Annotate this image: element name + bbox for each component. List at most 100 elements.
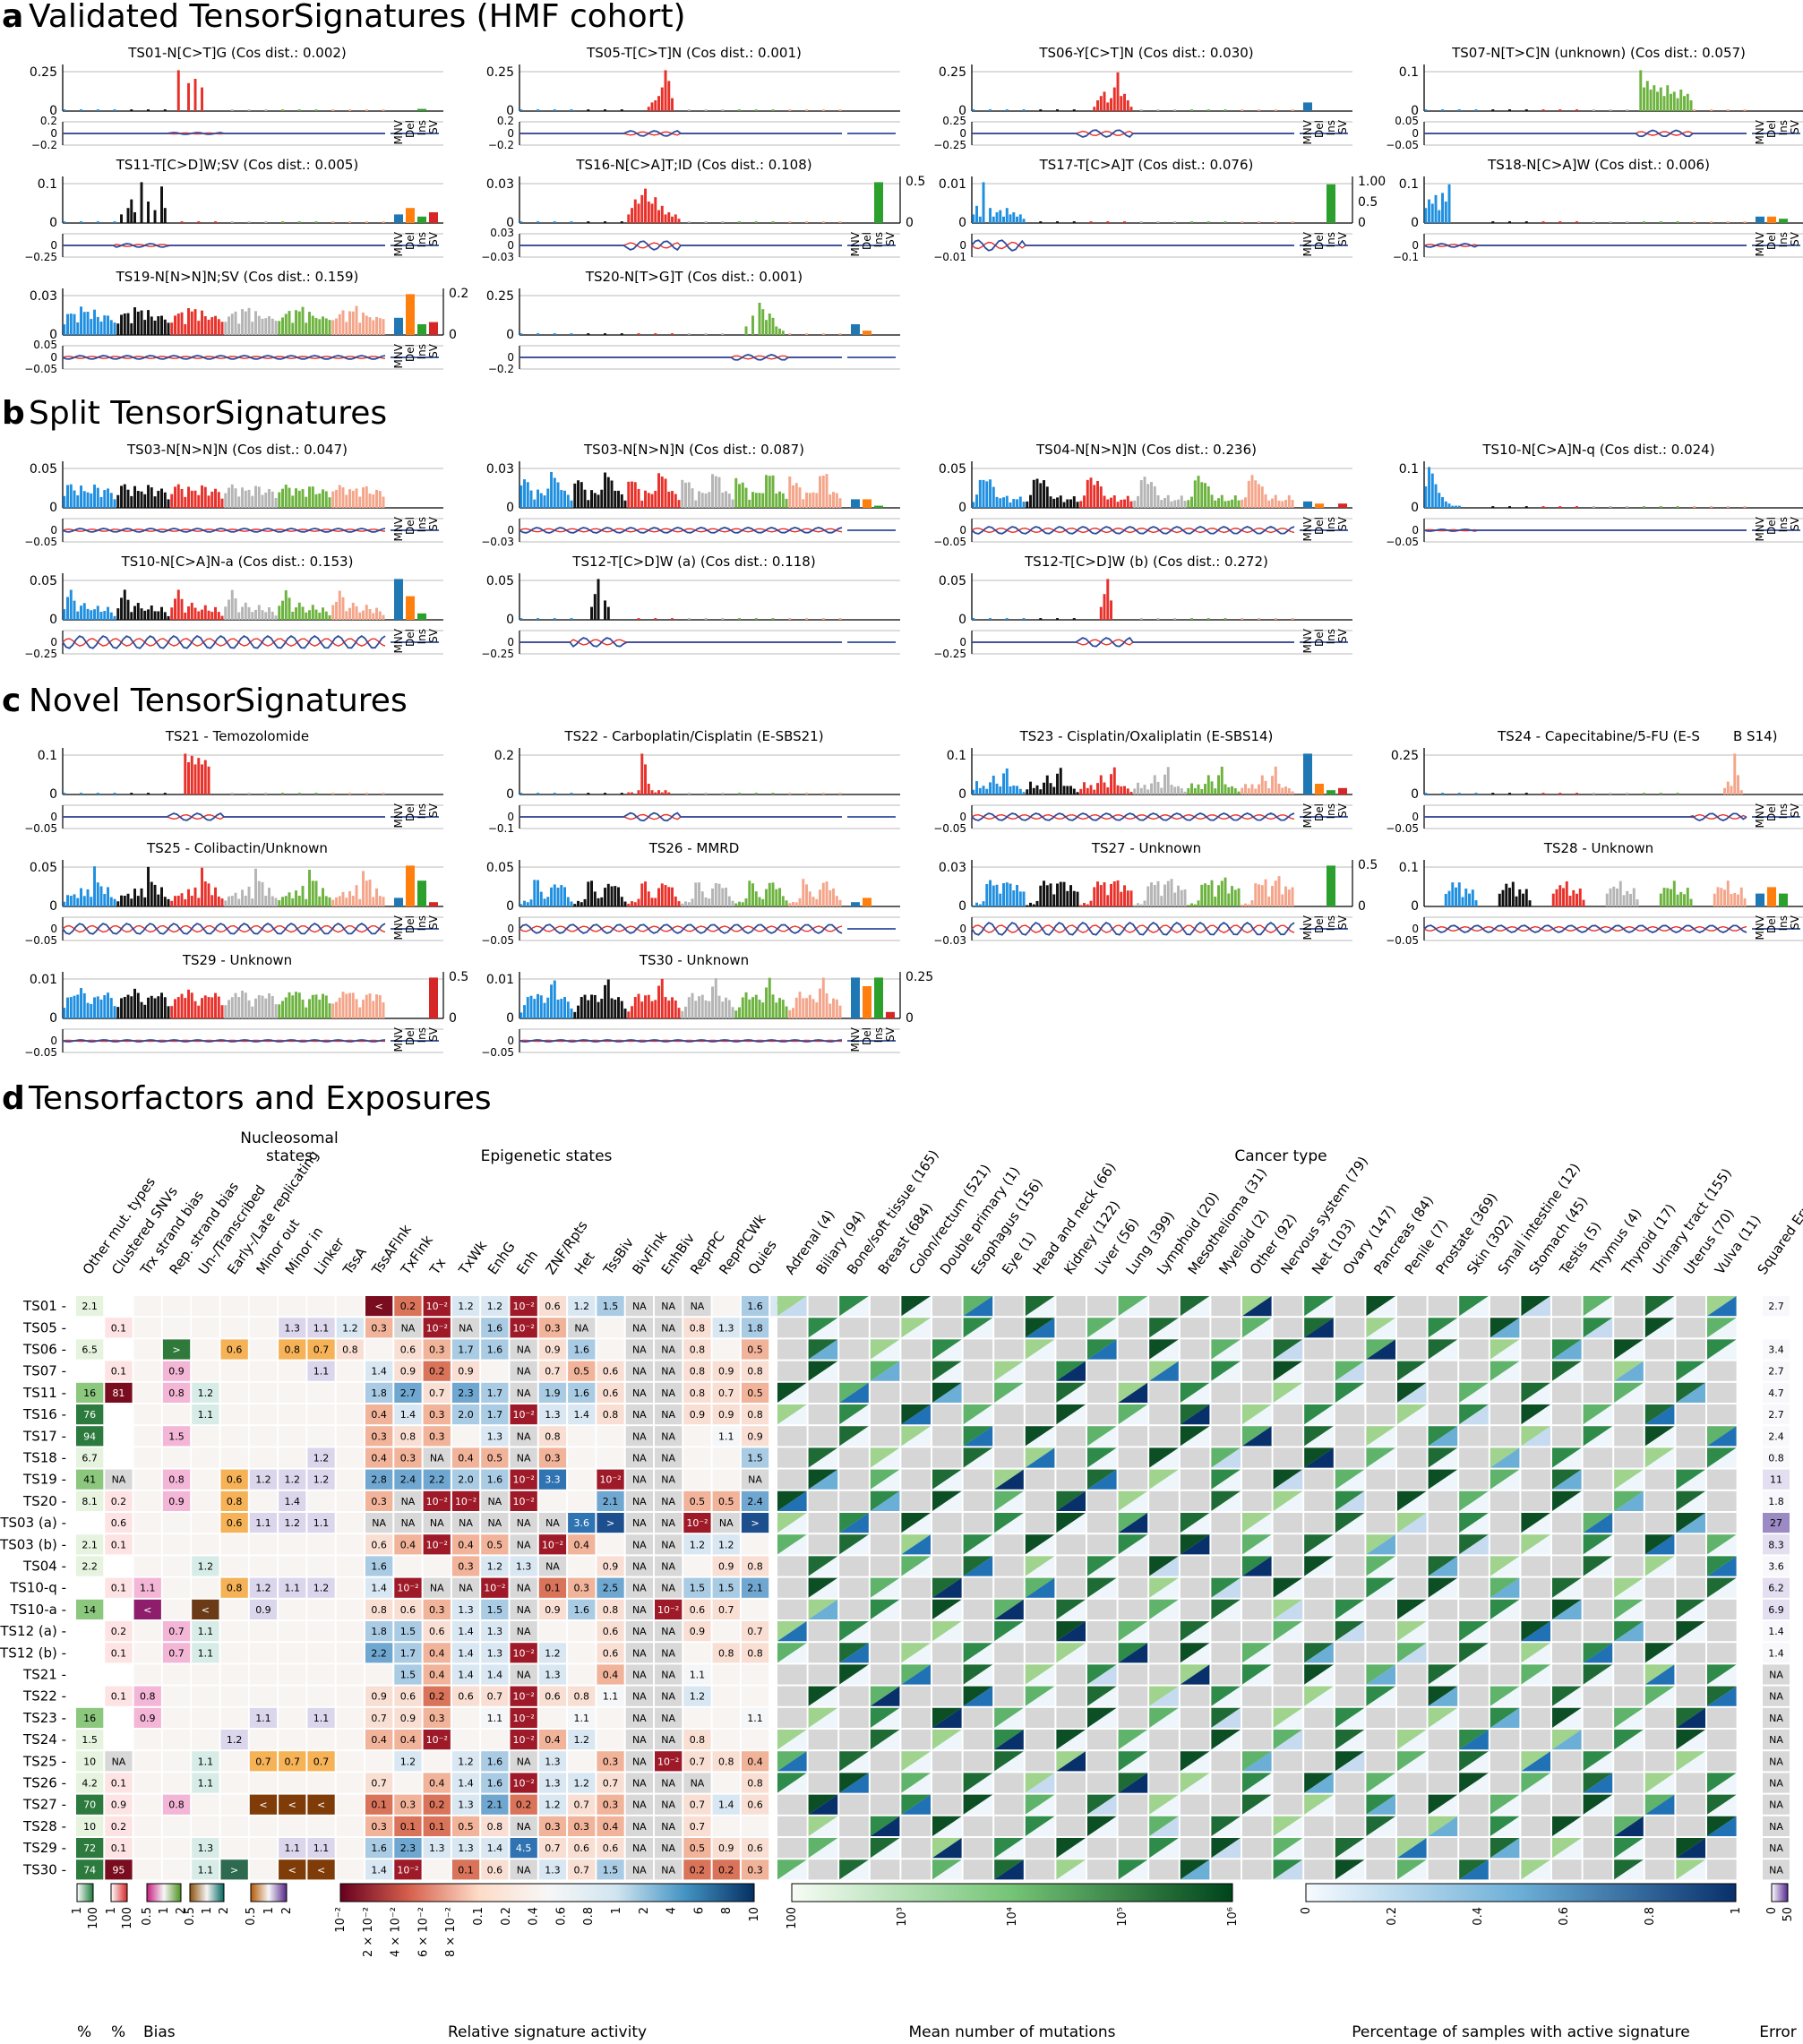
mean-mutations-triangle [1490,1339,1520,1360]
exposure-cell-value: 1.2 [400,1756,416,1767]
exposure-cell [105,1513,133,1533]
snv-bar [1214,788,1217,794]
side-label: SV [884,1026,897,1042]
cancer-cell [1459,1447,1489,1468]
exposure-cell [597,1339,624,1360]
snv-bar [257,486,261,508]
exposure-cell [220,1599,248,1619]
cancer-cell [1273,1556,1303,1576]
exposure-cell [538,1534,567,1555]
cancer-cell [963,1599,993,1619]
snv-bar [758,897,761,906]
mean-mutations-triangle [1676,1599,1705,1619]
snv-bar [523,900,526,906]
section-d-title: Tensorfactors and Exposures [28,1080,492,1117]
snv-bar [103,894,107,906]
snv-bar [1072,890,1076,906]
mean-mutations-triangle [1521,1513,1550,1533]
exposure-cell [162,1469,191,1490]
percentage-samples-triangle [1180,1404,1210,1425]
exposure-cell [451,1469,480,1490]
right-tick-label: 1.00 [1358,175,1386,189]
snv-bar [1197,476,1200,508]
snv-bar [1022,109,1026,111]
cancer-cell [994,1577,1024,1598]
exposure-cell-value: 1.1 [198,1864,214,1876]
y-tick-label: 0.05 [939,462,966,477]
snv-bar [992,775,995,794]
exposure-cell [133,1382,161,1403]
snv-bar [529,490,533,508]
exposure-cell-value: 0.5 [747,1344,763,1356]
exposure-cell-value: NA [661,1583,675,1594]
snv-bar [176,484,180,508]
snv-bar [1451,882,1455,906]
exposure-cell [568,1361,596,1381]
snv-bar [704,793,708,794]
snv-bar [1693,109,1696,111]
side-label: SV [427,915,440,930]
exposure-cell-value: 0.1 [111,1842,127,1854]
bias-tick-label: −0.05 [481,934,514,947]
snv-bar [1428,467,1430,508]
cancer-cell [1397,1426,1427,1447]
exposure-cell-value: NA [632,1734,647,1746]
y-tick-label: 0 [49,501,57,515]
mean-mutations-triangle [1211,1490,1241,1511]
cancer-cell [1521,1469,1550,1490]
exposure-cell [365,1382,393,1403]
snv-bar [664,70,667,111]
exposure-cell [597,1382,624,1403]
exposure-cell-value: 0.7 [545,1842,561,1854]
row-label: TS01 - [22,1298,66,1314]
snv-bar [694,1001,698,1018]
snv-bar [664,478,667,508]
snv-bar [721,109,725,111]
snv-bar [284,313,288,335]
exposure-cell-value: 1.3 [429,1842,445,1854]
signature-panel-4: TS11-T[C>D]W;SV (Cos dist.: 0.005)0.100−… [24,157,443,263]
snv-bar [785,900,788,906]
panel-title: TS24 - Capecitabine/5-FU (E-S [1497,728,1700,744]
other-type-bar [863,499,871,508]
snv-bar [163,897,167,906]
snv-bar [714,882,717,906]
snv-bar [1626,890,1629,906]
exposure-cell [307,1664,335,1685]
cancer-cell [777,1447,807,1468]
exposure-cell-value: NA [632,1691,647,1703]
bias-line [971,526,1295,535]
mean-mutations-triangle [1490,1318,1520,1338]
exposure-cell [510,1296,537,1317]
bias-tick-label: −0.05 [1386,934,1419,947]
snv-bar [241,487,244,508]
exposure-cell-value: 0.4 [603,1821,619,1833]
panel-title: TS29 - Unknown [182,952,292,968]
y-tick-label: 0 [506,328,514,342]
snv-bar [348,221,351,223]
snv-bar [297,992,301,1018]
cancer-cell [1118,1361,1148,1381]
exposure-cell [105,1577,133,1598]
snv-bar [550,471,553,508]
cancer-cell [1211,1859,1241,1880]
panel-title: TS05-T[C>T]N (Cos dist.: 0.001) [586,45,802,61]
snv-bar [90,1003,93,1018]
snv-bar [533,999,537,1018]
snv-bar [610,886,614,906]
snv-bar [738,901,741,906]
exposure-cell [683,1447,711,1468]
exposure-cell [451,1556,480,1576]
exposure-cell [76,1426,104,1447]
exposure-cell [336,1794,364,1815]
exposure-cell [538,1556,567,1576]
snv-bar [96,487,99,508]
mean-mutations-triangle [932,1621,962,1642]
snv-bar [1231,886,1233,906]
side-label: MNV [1301,803,1314,828]
colorbar [1305,1883,1737,1902]
percentage-samples-triangle [1521,1426,1550,1447]
percentage-samples-triangle [1552,1469,1582,1490]
snv-bar [147,109,150,111]
snv-bar [382,897,385,906]
